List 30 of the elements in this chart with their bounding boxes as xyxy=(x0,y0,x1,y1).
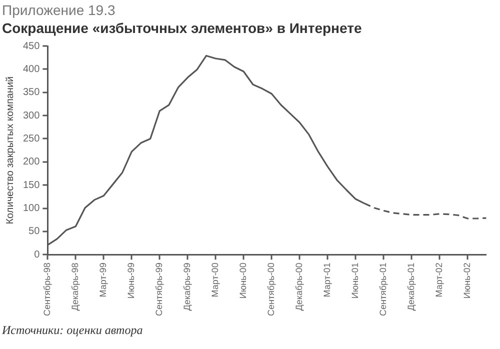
x-tick-label: Март-99 xyxy=(98,262,108,298)
y-tick-label: 150 xyxy=(22,180,40,191)
x-tick-label: Декабрь-98 xyxy=(70,262,80,311)
x-tick-label: Март-02 xyxy=(434,262,444,298)
x-tick-label: Июнь-01 xyxy=(350,262,360,299)
x-tick-label: Декабрь-99 xyxy=(182,262,192,311)
y-axis-title: Количество закрытых компаний xyxy=(4,76,16,224)
x-tick-label: Сентябрь-99 xyxy=(154,262,164,316)
y-tick-label: 50 xyxy=(28,226,40,238)
x-tick-label: Март-01 xyxy=(322,262,332,298)
y-tick-label: 350 xyxy=(22,87,40,98)
x-tick-label: Сентябрь-01 xyxy=(378,262,388,316)
chart-subtitle: Приложение 19.3 xyxy=(1,1,116,18)
text: Источники: оценки автора xyxy=(1,322,144,338)
y-tick-label: 250 xyxy=(22,133,40,144)
x-tick-label: Март-00 xyxy=(210,262,220,298)
y-tick-label: 100 xyxy=(22,203,40,214)
x-tick-label: Сентябрь-00 xyxy=(266,262,276,316)
x-tick-label: Сентябрь-98 xyxy=(42,262,52,316)
x-tick-label: Июнь-99 xyxy=(126,262,136,299)
y-tick-label: 300 xyxy=(22,110,40,122)
x-tick-label: Декабрь-01 xyxy=(406,262,416,311)
chart-title: Сокращение «избыточных элементов» в Интернете xyxy=(1,19,363,37)
y-tick-label: 0 xyxy=(34,249,40,260)
y-tick-label: 450 xyxy=(22,40,40,52)
x-tick-label: Июнь-00 xyxy=(238,262,248,299)
x-tick-label: Июнь-02 xyxy=(462,262,472,299)
y-tick-label: 200 xyxy=(22,156,40,168)
y-tick-label: 400 xyxy=(22,64,40,75)
x-tick-label: Декабрь-00 xyxy=(294,262,304,311)
